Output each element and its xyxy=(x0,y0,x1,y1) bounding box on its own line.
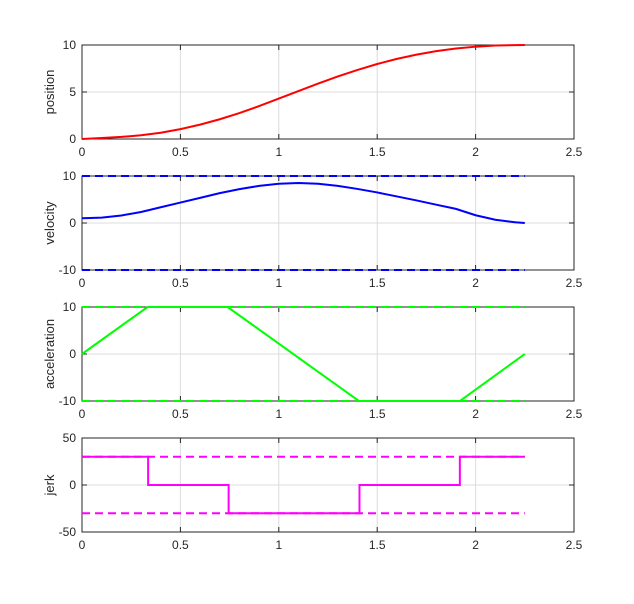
y-tick-label: 0 xyxy=(69,478,76,492)
x-tick-label: 0 xyxy=(79,145,86,159)
x-tick-label: 1 xyxy=(275,145,282,159)
x-tick-label: 0 xyxy=(79,538,86,552)
x-tick-label: 0.5 xyxy=(172,538,189,552)
x-tick-label: 0.5 xyxy=(172,407,189,421)
y-tick-label: 50 xyxy=(63,431,77,445)
y-tick-label: 0 xyxy=(69,216,76,230)
acceleration-grid xyxy=(82,307,574,401)
x-tick-label: 0 xyxy=(79,276,86,290)
y-tick-label: 10 xyxy=(63,169,77,183)
x-tick-label: 2 xyxy=(472,145,479,159)
velocity-ylabel: velocity xyxy=(42,201,57,245)
x-tick-label: 1 xyxy=(275,407,282,421)
x-tick-label: 0.5 xyxy=(172,145,189,159)
x-tick-label: 1.5 xyxy=(369,407,386,421)
y-tick-label: 10 xyxy=(63,300,77,314)
x-tick-label: 1 xyxy=(275,538,282,552)
y-tick-label: 5 xyxy=(69,85,76,99)
jerk-ylabel: jerk xyxy=(42,474,57,496)
y-tick-label: -50 xyxy=(59,525,77,539)
x-tick-label: 2 xyxy=(472,538,479,552)
y-tick-label: -10 xyxy=(59,394,77,408)
y-tick-label: -10 xyxy=(59,263,77,277)
x-tick-label: 2.5 xyxy=(566,407,583,421)
x-tick-label: 1.5 xyxy=(369,276,386,290)
y-tick-label: 10 xyxy=(63,38,77,52)
y-tick-label: 0 xyxy=(69,132,76,146)
position-axes: 0 0.5 1 1.5 2 2.5 0 5 10 position xyxy=(42,38,583,159)
x-tick-label: 1.5 xyxy=(369,145,386,159)
x-tick-label: 0 xyxy=(79,407,86,421)
x-tick-label: 2.5 xyxy=(566,145,583,159)
acceleration-line xyxy=(81,306,526,402)
position-line xyxy=(81,44,525,140)
position-ylabel: position xyxy=(42,70,57,115)
x-tick-label: 1.5 xyxy=(369,538,386,552)
x-tick-label: 2.5 xyxy=(566,538,583,552)
x-tick-label: 0.5 xyxy=(172,276,189,290)
x-tick-label: 1 xyxy=(275,276,282,290)
y-tick-label: 0 xyxy=(69,347,76,361)
position-grid xyxy=(82,45,574,139)
x-tick-label: 2.5 xyxy=(566,276,583,290)
acceleration-ylabel: acceleration xyxy=(42,319,57,389)
velocity-line xyxy=(81,182,525,224)
x-tick-label: 2 xyxy=(472,276,479,290)
x-tick-label: 2 xyxy=(472,407,479,421)
